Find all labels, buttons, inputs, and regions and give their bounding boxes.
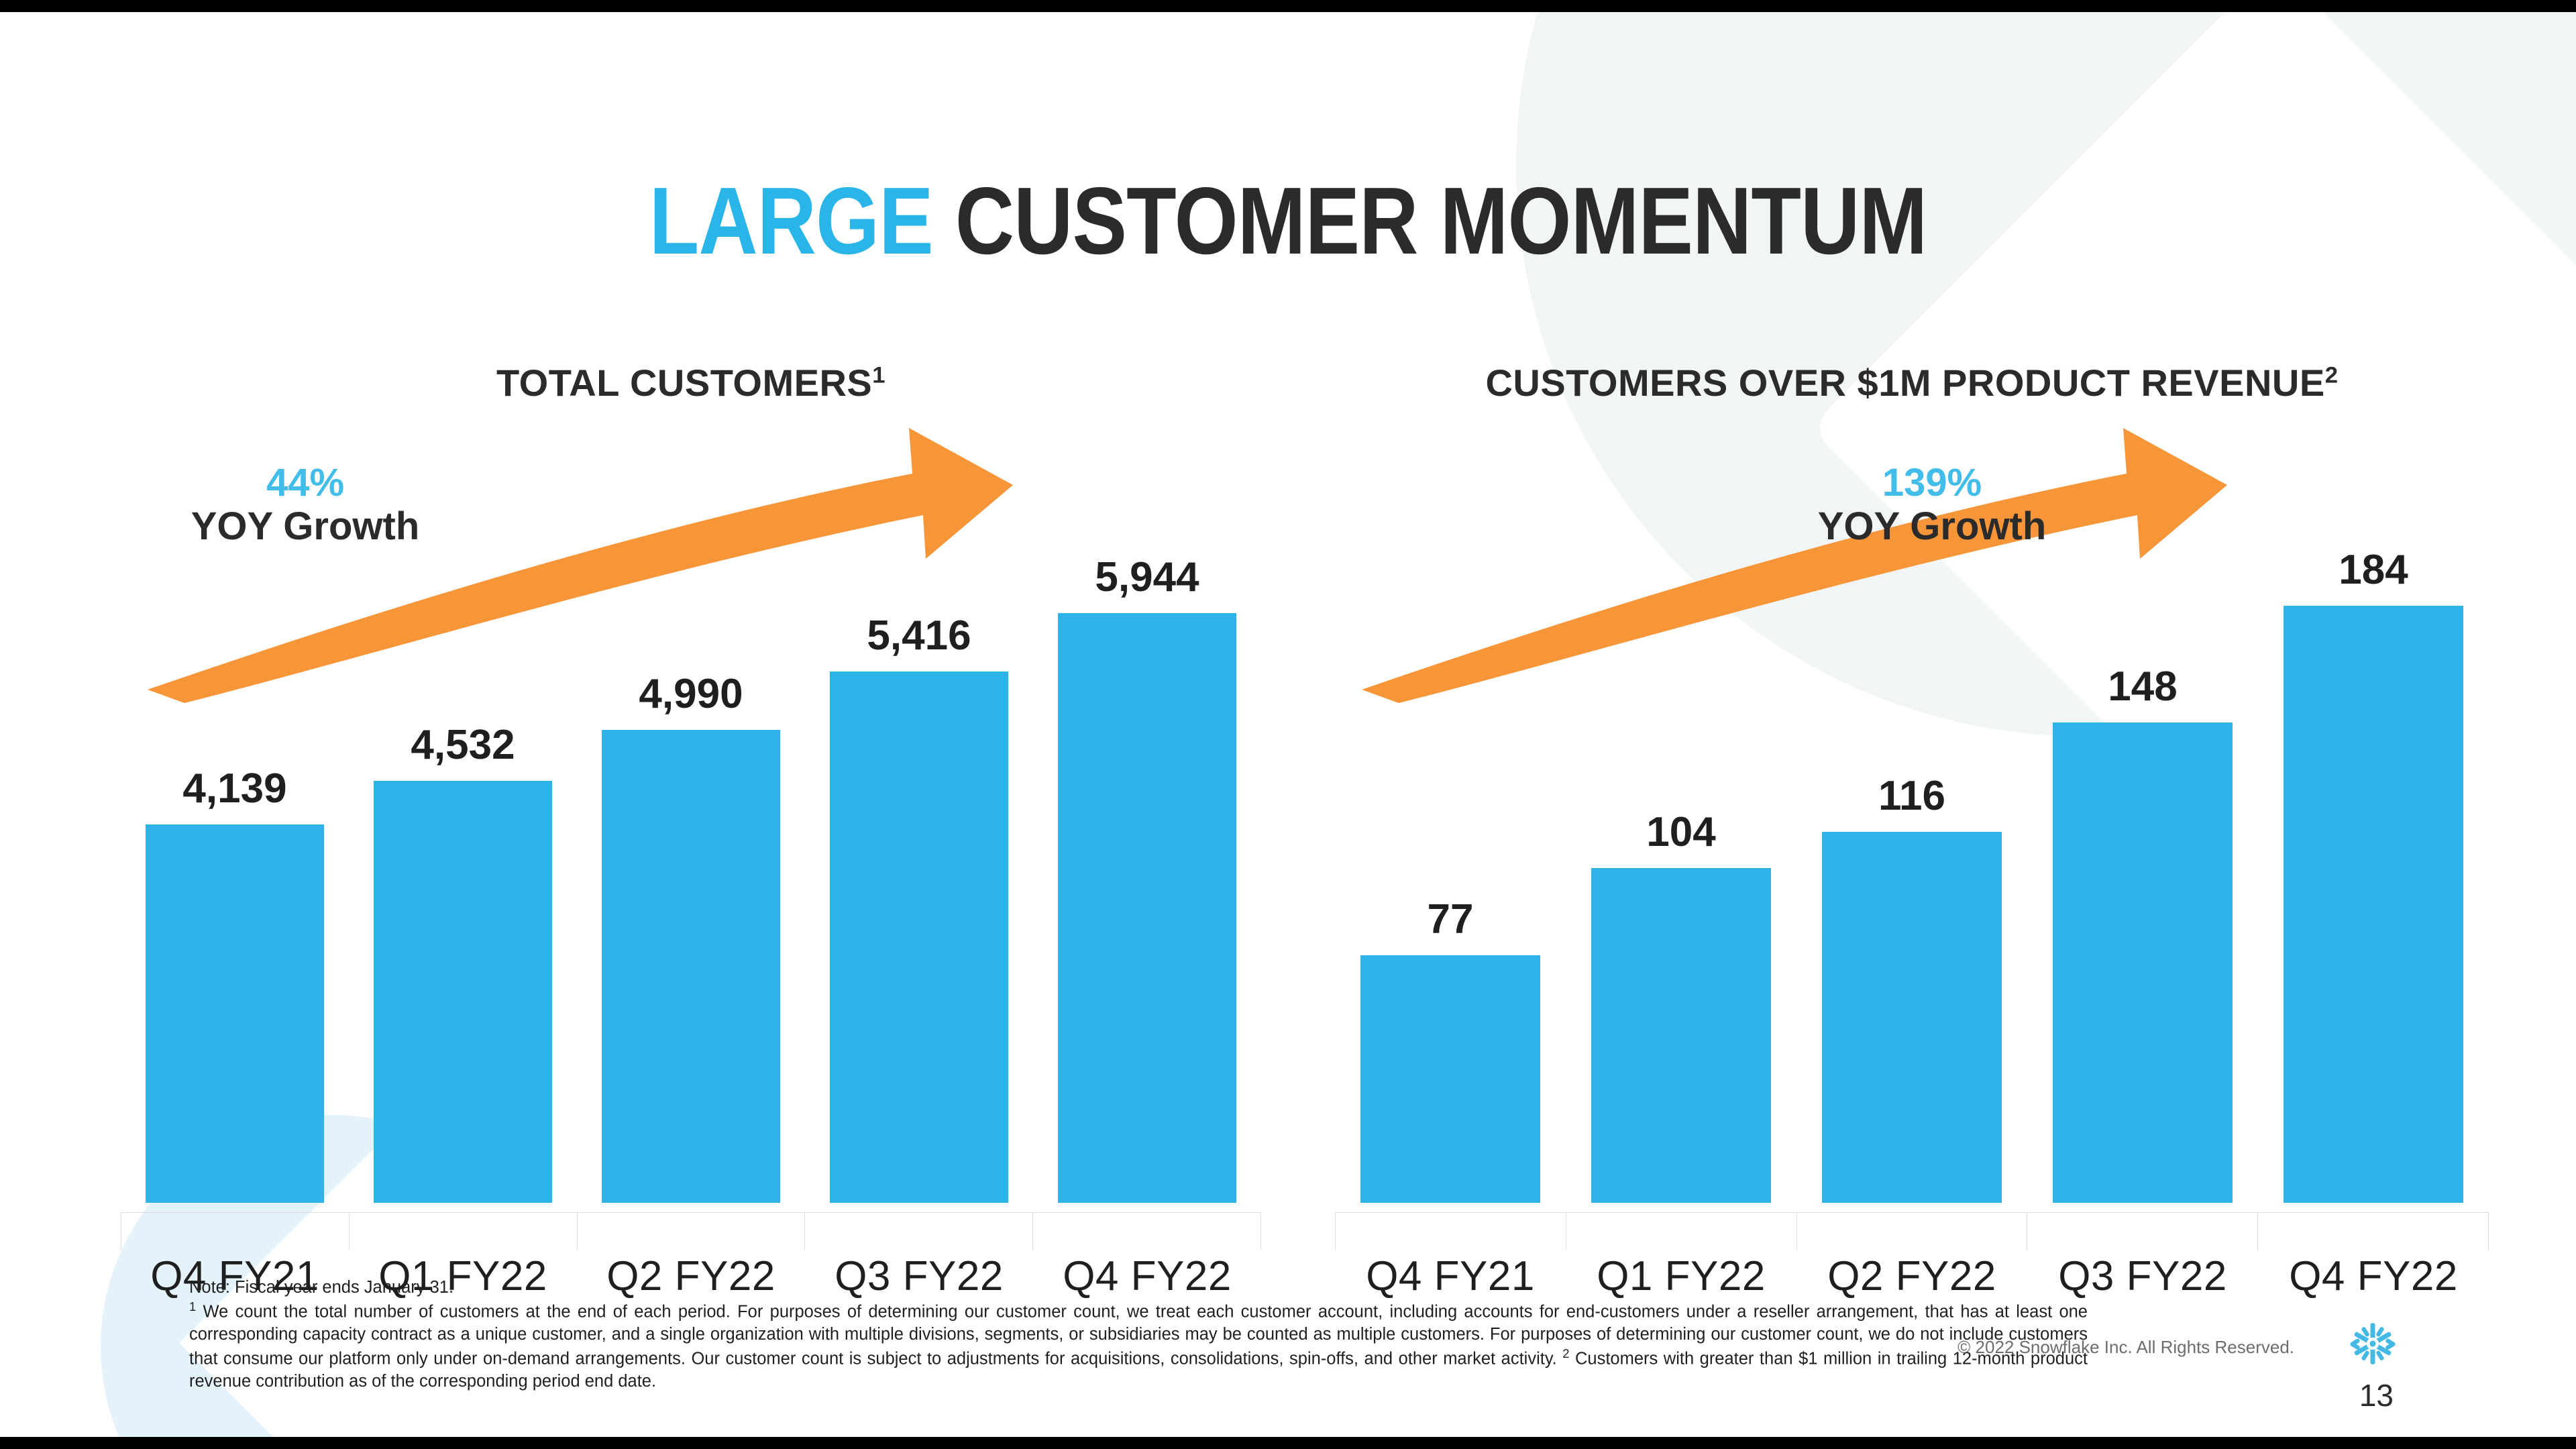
axis-tick xyxy=(2257,1212,2488,1250)
x-axis-ticks-left xyxy=(121,1212,1261,1250)
bar-rect[interactable] xyxy=(146,824,324,1203)
bar-column[interactable]: 148 xyxy=(2027,475,2258,1203)
axis-tick xyxy=(804,1212,1032,1250)
copyright-text: © 2022 Snowflake Inc. All Rights Reserve… xyxy=(1957,1337,2294,1357)
bar-column[interactable]: 104 xyxy=(1566,475,1796,1203)
page-title: LARGE CUSTOMER MOMENTUM xyxy=(180,166,2396,276)
footnote-marker-1: 1 xyxy=(189,1299,197,1314)
bar-value-label: 4,139 xyxy=(182,765,287,812)
category-label: Q3 FY22 xyxy=(2058,1253,2227,1299)
chart-title-footnote-marker: 1 xyxy=(872,362,886,388)
title-highlight: LARGE xyxy=(649,168,934,274)
chart-panel-total-customers: TOTAL CUSTOMERS1 44% YOY Growth 4,139 xyxy=(121,361,1261,1300)
category-label: Q1 FY22 xyxy=(378,1253,547,1299)
footnote-text-1: We count the total number of customers a… xyxy=(189,1302,2088,1368)
bar-column[interactable]: 4,139 xyxy=(121,475,349,1203)
bar-rect[interactable] xyxy=(374,780,552,1203)
chart-title-footnote-marker: 2 xyxy=(2324,362,2339,388)
category-label: Q4 FY21 xyxy=(1366,1253,1535,1299)
bar-rect[interactable] xyxy=(1821,831,2002,1203)
snowflake-logo-icon xyxy=(2350,1323,2396,1364)
chart-title-total-customers: TOTAL CUSTOMERS1 xyxy=(121,361,1261,405)
x-axis-ticks-right xyxy=(1335,1212,2489,1250)
footnotes: Note: Fiscal year ends January 31. 1 We … xyxy=(189,1277,2088,1393)
x-axis-labels-right: Q4 FY21 Q1 FY22 Q2 FY22 Q3 FY22 Q4 FY22 xyxy=(1335,1252,2489,1300)
axis-tick xyxy=(576,1212,805,1250)
bar-value-label: 4,990 xyxy=(639,670,743,717)
axis-tick xyxy=(2487,1212,2489,1250)
yoy-growth-label: YOY Growth xyxy=(191,504,420,548)
plot-area-right: 77 104 116 148 xyxy=(1335,475,2489,1203)
axis-tick xyxy=(121,1212,349,1250)
yoy-growth-label: YOY Growth xyxy=(1817,504,2047,548)
bar-value-label: 184 xyxy=(2339,547,2408,594)
bar-group-left: 4,139 4,532 4,990 5,416 xyxy=(121,475,1261,1203)
bar-value-label: 4,532 xyxy=(411,721,515,768)
bar-column[interactable]: 4,990 xyxy=(577,475,805,1203)
chart-title-text: TOTAL CUSTOMERS xyxy=(496,362,873,404)
title-rest: CUSTOMER MOMENTUM xyxy=(932,168,1927,274)
footnote-note-line: Note: Fiscal year ends January 31. xyxy=(189,1278,454,1297)
category-label: Q2 FY22 xyxy=(606,1253,775,1299)
bar-column[interactable]: 184 xyxy=(2258,475,2489,1203)
bar-column[interactable]: 5,944 xyxy=(1033,475,1261,1203)
footnote-text-2: Customers with greater than $1 million i… xyxy=(189,1349,2088,1391)
slide-canvas: LARGE CUSTOMER MOMENTUM TOTAL CUSTOMERS1… xyxy=(0,12,2576,1437)
category-label: Q4 FY21 xyxy=(150,1253,319,1299)
bar-rect[interactable] xyxy=(2052,722,2233,1203)
category-label: Q4 FY22 xyxy=(1063,1253,1232,1299)
bar-column[interactable]: 116 xyxy=(1796,475,2027,1203)
bar-value-label: 116 xyxy=(1878,772,1946,819)
axis-tick xyxy=(1260,1212,1261,1250)
bar-rect[interactable] xyxy=(1058,613,1236,1203)
axis-tick xyxy=(2027,1212,2257,1250)
chart-panel-customers-over-1m: CUSTOMERS OVER $1M PRODUCT REVENUE2 139%… xyxy=(1335,361,2489,1300)
footnote-body: 1 We count the total number of customers… xyxy=(189,1299,2088,1393)
x-axis-line-left xyxy=(121,1212,1261,1213)
chart-title-customers-over-1m: CUSTOMERS OVER $1M PRODUCT REVENUE2 xyxy=(1335,361,2489,405)
bar-rect[interactable] xyxy=(1591,867,1772,1203)
axis-tick xyxy=(1032,1212,1260,1250)
yoy-growth-percent: 139% xyxy=(1882,461,1982,504)
bar-value-label: 77 xyxy=(1427,896,1474,943)
category-label: Q1 FY22 xyxy=(1597,1253,1766,1299)
bar-column[interactable]: 77 xyxy=(1335,475,1566,1203)
bar-value-label: 104 xyxy=(1646,808,1716,855)
yoy-growth-percent: 44% xyxy=(266,461,345,504)
bar-rect[interactable] xyxy=(2283,606,2464,1203)
bar-value-label: 5,416 xyxy=(867,612,971,659)
axis-tick xyxy=(1335,1212,1566,1250)
axis-tick xyxy=(1796,1212,2027,1250)
bar-rect[interactable] xyxy=(830,671,1008,1203)
page-number: 13 xyxy=(2359,1378,2394,1413)
bar-column[interactable]: 5,416 xyxy=(805,475,1033,1203)
bar-rect[interactable] xyxy=(1360,955,1541,1203)
bar-column[interactable]: 4,532 xyxy=(349,475,577,1203)
yoy-growth-callout-left: 44% YOY Growth xyxy=(171,461,439,549)
bar-value-label: 148 xyxy=(2108,663,2178,710)
category-label: Q2 FY22 xyxy=(1827,1253,1996,1299)
bar-group-right: 77 104 116 148 xyxy=(1335,475,2489,1203)
axis-tick xyxy=(1565,1212,1796,1250)
x-axis-line-right xyxy=(1335,1212,2489,1213)
yoy-growth-callout-right: 139% YOY Growth xyxy=(1798,461,2066,549)
footnote-marker-2: 2 xyxy=(1562,1346,1570,1360)
bar-value-label: 5,944 xyxy=(1095,554,1199,601)
bar-rect[interactable] xyxy=(602,729,780,1203)
category-label: Q4 FY22 xyxy=(2289,1253,2458,1299)
chart-title-text: CUSTOMERS OVER $1M PRODUCT REVENUE xyxy=(1485,362,2325,404)
x-axis-labels-left: Q4 FY21 Q1 FY22 Q2 FY22 Q3 FY22 Q4 FY22 xyxy=(121,1252,1261,1300)
category-label: Q3 FY22 xyxy=(835,1253,1004,1299)
plot-area-left: 4,139 4,532 4,990 5,416 xyxy=(121,475,1261,1203)
axis-tick xyxy=(348,1212,577,1250)
